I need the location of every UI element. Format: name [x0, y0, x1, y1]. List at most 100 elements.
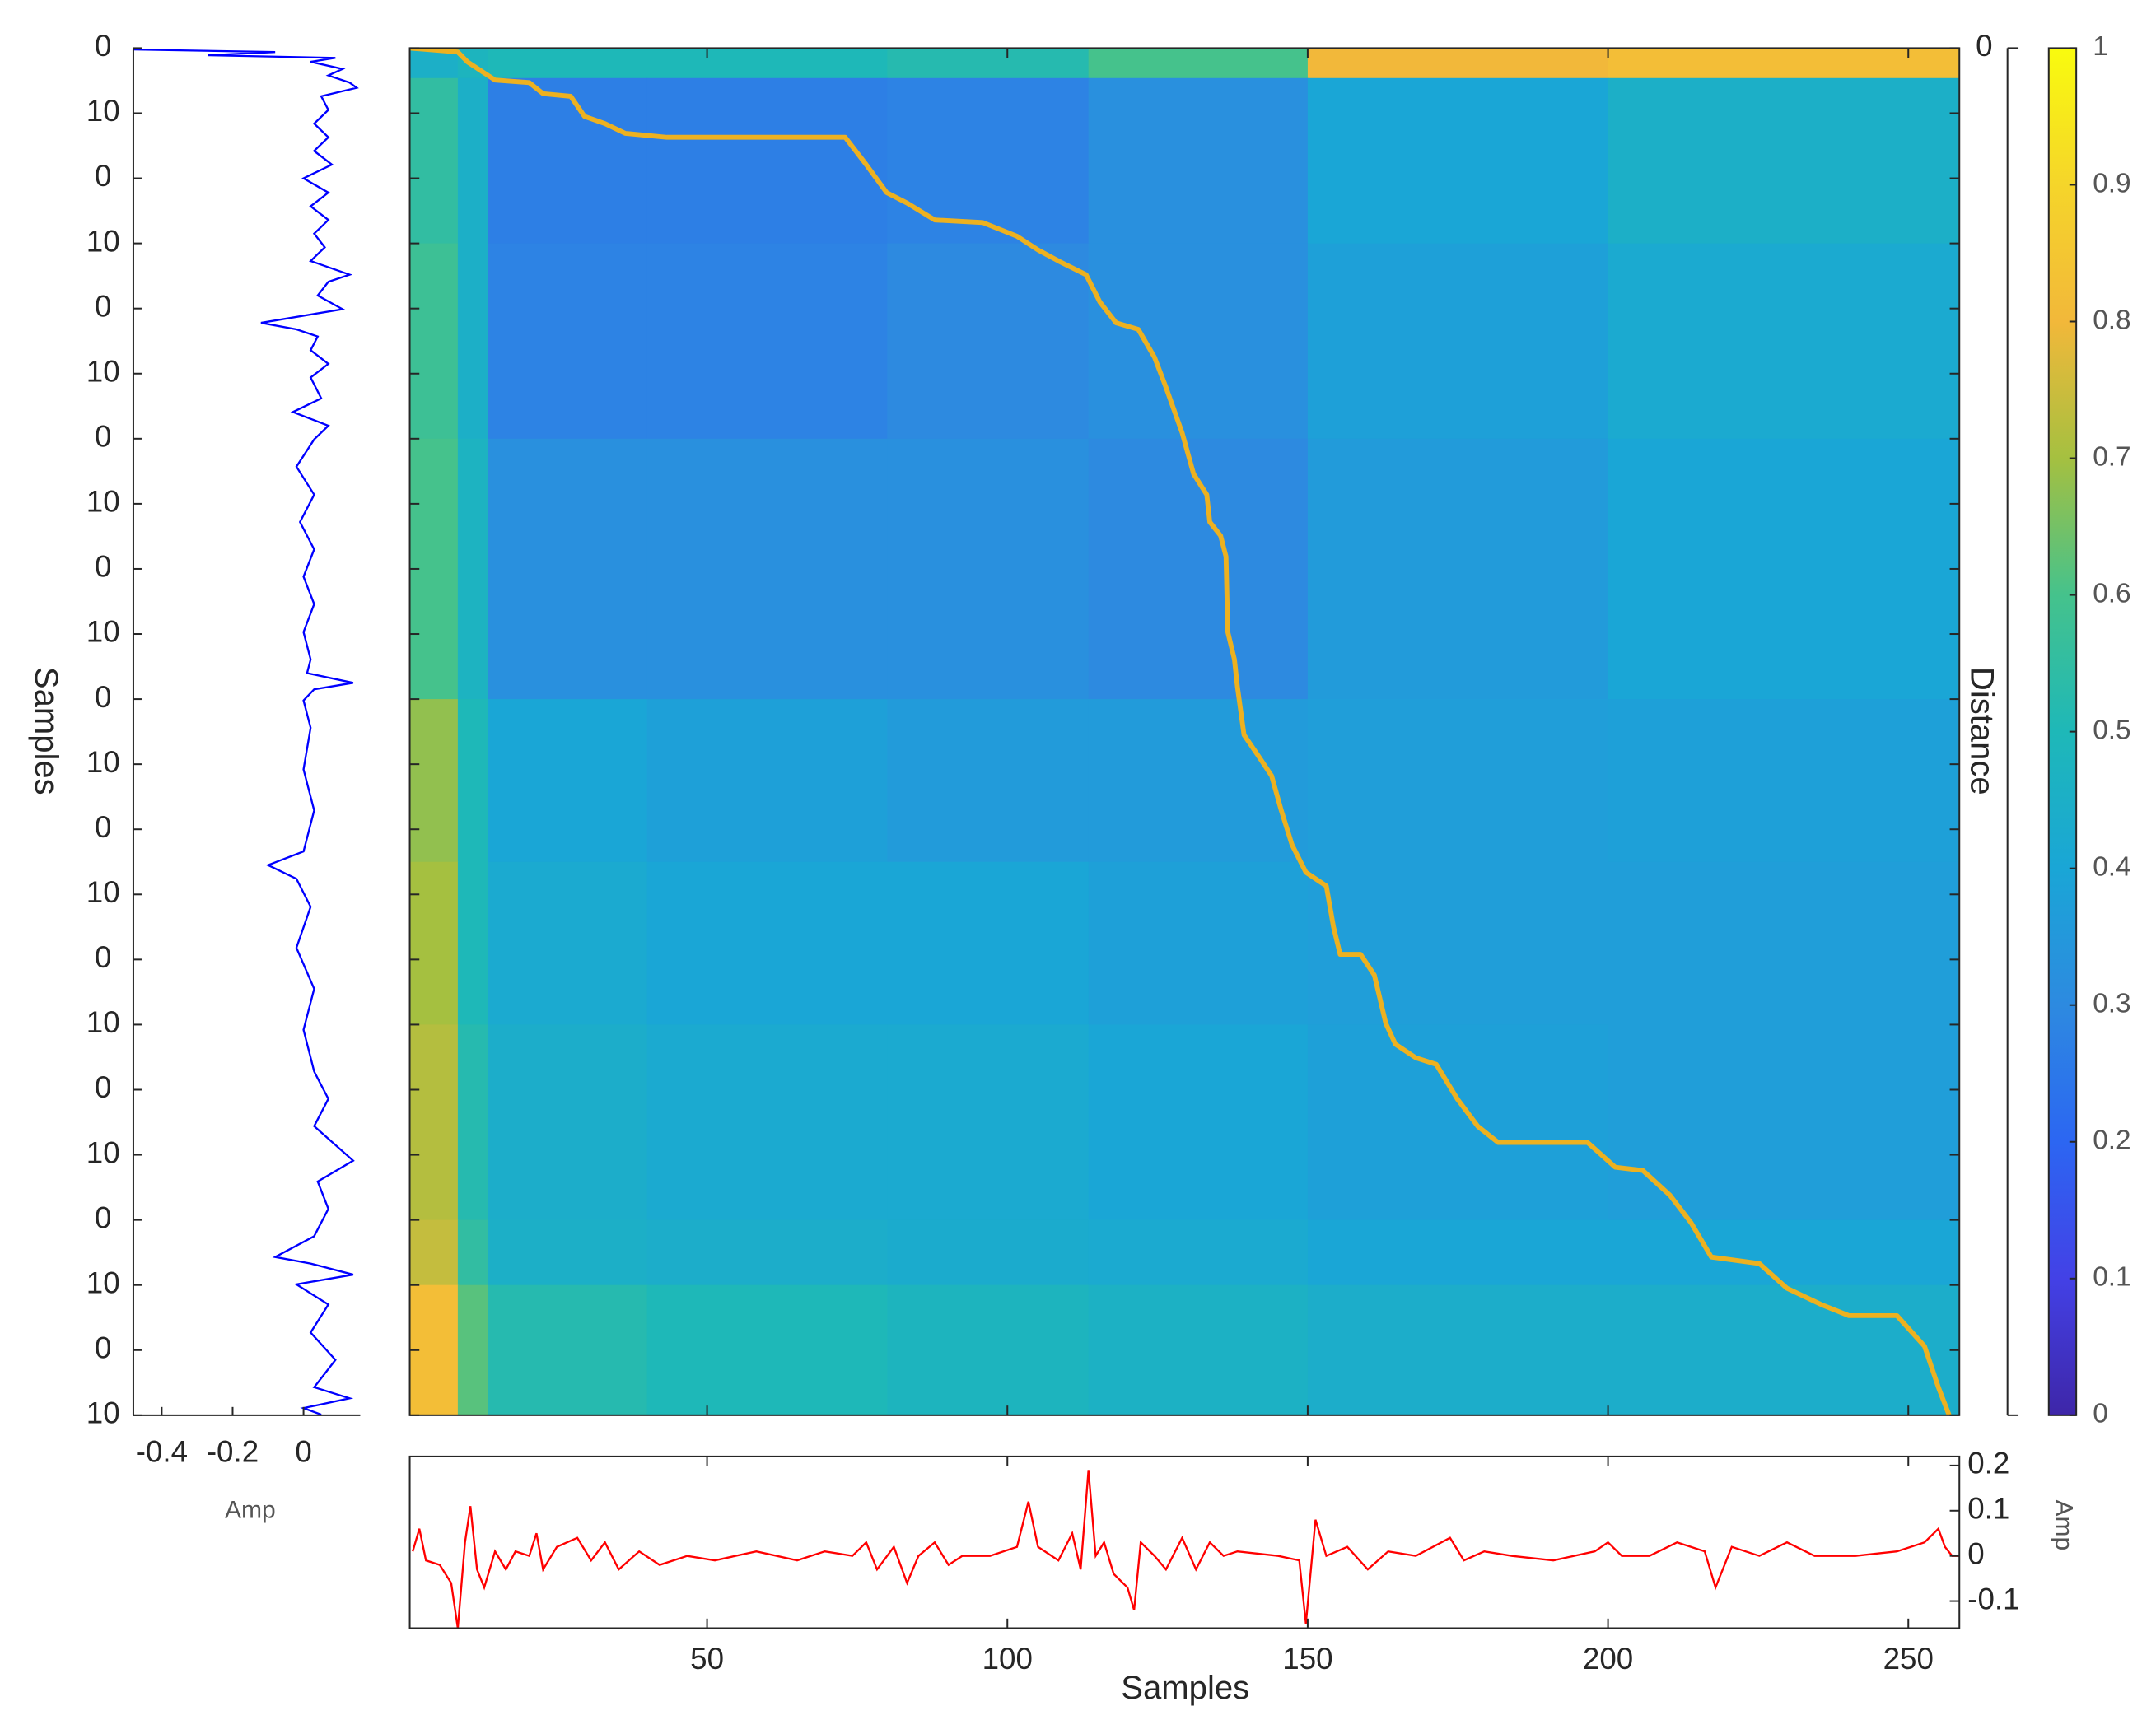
heatmap-cell	[488, 1024, 648, 1221]
y-tick-label: 0	[1967, 1536, 1984, 1570]
heatmap-cell	[457, 1024, 489, 1221]
y-tick-label: 0	[95, 810, 111, 844]
heatmap-cell	[887, 699, 1090, 863]
heatmap-cell	[646, 77, 889, 245]
y-tick-label: -0.1	[1967, 1582, 2019, 1615]
signal-line	[133, 48, 359, 1415]
y-tick-label: 10	[86, 224, 120, 258]
y-tick-label: 10	[86, 745, 120, 779]
y-tick-label: 0	[95, 1200, 111, 1234]
x-tick-label: -0.4	[136, 1434, 188, 1468]
heatmap-cell	[1608, 77, 1960, 245]
colorbar-tick-label: 0	[2093, 1399, 2108, 1429]
heatmap-cell	[1307, 48, 1609, 79]
heatmap-cell	[409, 77, 459, 245]
heatmap-cell	[488, 1219, 648, 1286]
heatmap-cell	[457, 861, 489, 1026]
heatmap-cell	[887, 1219, 1090, 1286]
heatmap-cell	[1608, 861, 1960, 1026]
x-tick-label: -0.2	[207, 1434, 259, 1468]
heatmap-cell	[488, 1284, 648, 1415]
colorbar-tick-label: 0.1	[2093, 1262, 2130, 1293]
heatmap-cell	[1608, 1024, 1960, 1221]
warping-path	[409, 48, 1952, 1415]
heatmap-cell	[488, 77, 648, 245]
heatmap-cell	[1088, 1284, 1309, 1415]
signal-clip	[412, 1470, 1959, 1629]
heatmap-cell	[1608, 243, 1960, 440]
heatmap-cell	[488, 861, 648, 1026]
colorbar-tick-label: 0.5	[2093, 715, 2130, 745]
colorbar-tick-label: 0.3	[2093, 989, 2130, 1019]
colorbar-tick-label: 0.7	[2093, 441, 2130, 472]
heatmap-cell	[457, 243, 489, 440]
heatmap-cell	[1088, 48, 1309, 79]
colorbar-tick-label: 0.2	[2093, 1126, 2130, 1156]
heatmap-cell	[409, 699, 459, 863]
y-axis-label: Amp	[2051, 1499, 2078, 1550]
colorbar-label: Distance	[1964, 667, 2000, 795]
heatmap-cell	[1608, 1219, 1960, 1286]
colorbar-tick-label: 1	[2093, 31, 2108, 62]
heatmap-cell	[646, 699, 889, 863]
y2-tick-label: 0	[1976, 29, 1992, 63]
heatmap-cell	[887, 1284, 1090, 1415]
colorbar-tick-label: 0.8	[2093, 305, 2130, 335]
heatmap-cells	[409, 48, 1960, 1415]
heatmap-cell	[1307, 1024, 1609, 1221]
x-axis-label: Samples	[1121, 1670, 1249, 1706]
signal-clip	[133, 48, 359, 1415]
y-tick-label: 10	[86, 94, 120, 128]
y-axis-label: Samples	[28, 667, 64, 795]
y-tick-label: 0	[95, 29, 111, 63]
heatmap-cell	[1088, 243, 1309, 440]
y-tick-label: 10	[86, 1005, 120, 1039]
y-tick-label: 0	[95, 940, 111, 974]
x-tick-label: 150	[1282, 1642, 1332, 1676]
y-tick-label: 0	[95, 420, 111, 454]
y-tick-label: 10	[86, 1135, 120, 1169]
heatmap-cell	[1088, 1024, 1309, 1221]
heatmap-cell	[646, 1024, 889, 1221]
y-tick-label: 10	[86, 875, 120, 909]
y-tick-label: 10	[86, 354, 120, 388]
heatmap-cell	[1088, 861, 1309, 1026]
y-tick-label: 10	[86, 1266, 120, 1299]
y-tick-label: 10	[86, 1396, 120, 1430]
heatmap-cell	[1608, 699, 1960, 863]
heatmap-cell	[1307, 1219, 1609, 1286]
heatmap-cell	[488, 699, 648, 863]
y-tick-label: 0.2	[1967, 1447, 2009, 1480]
heatmap-cell	[1088, 77, 1309, 245]
y-tick-label: 0	[95, 1070, 111, 1104]
heatmap-cell	[1608, 438, 1960, 700]
y-tick-label: 0.1	[1967, 1491, 2009, 1525]
colorbar-tick-label: 0.9	[2093, 168, 2130, 198]
y-tick-label: 0	[95, 1331, 111, 1364]
heatmap-cell	[646, 438, 889, 700]
axes-frame	[408, 1455, 1961, 1629]
heatmap-cell	[1608, 1284, 1960, 1415]
heatmap-cell	[1307, 438, 1609, 700]
heatmap-cell	[887, 243, 1090, 440]
heatmap-cell	[887, 861, 1090, 1026]
heatmap-cell	[1088, 1219, 1309, 1286]
heatmap-cell	[1307, 861, 1609, 1026]
x-axis-label: Amp	[225, 1497, 276, 1524]
heatmap-cell	[457, 438, 489, 700]
heatmap-cell	[887, 77, 1090, 245]
heatmap-cell	[409, 1024, 459, 1221]
y-tick-label: 0	[95, 289, 111, 323]
heatmap-cell	[457, 699, 489, 863]
colorbar-tick-label: 0.4	[2093, 851, 2130, 882]
heatmap-cell	[488, 438, 648, 700]
heatmap-cell	[1307, 243, 1609, 440]
heatmap-cell	[409, 243, 459, 440]
heatmap-cell	[1608, 48, 1960, 79]
x-tick-label: 0	[295, 1434, 311, 1468]
axes-frame	[408, 47, 1961, 1416]
heatmap-cell	[1307, 77, 1609, 245]
heatmap-cell	[457, 1219, 489, 1286]
